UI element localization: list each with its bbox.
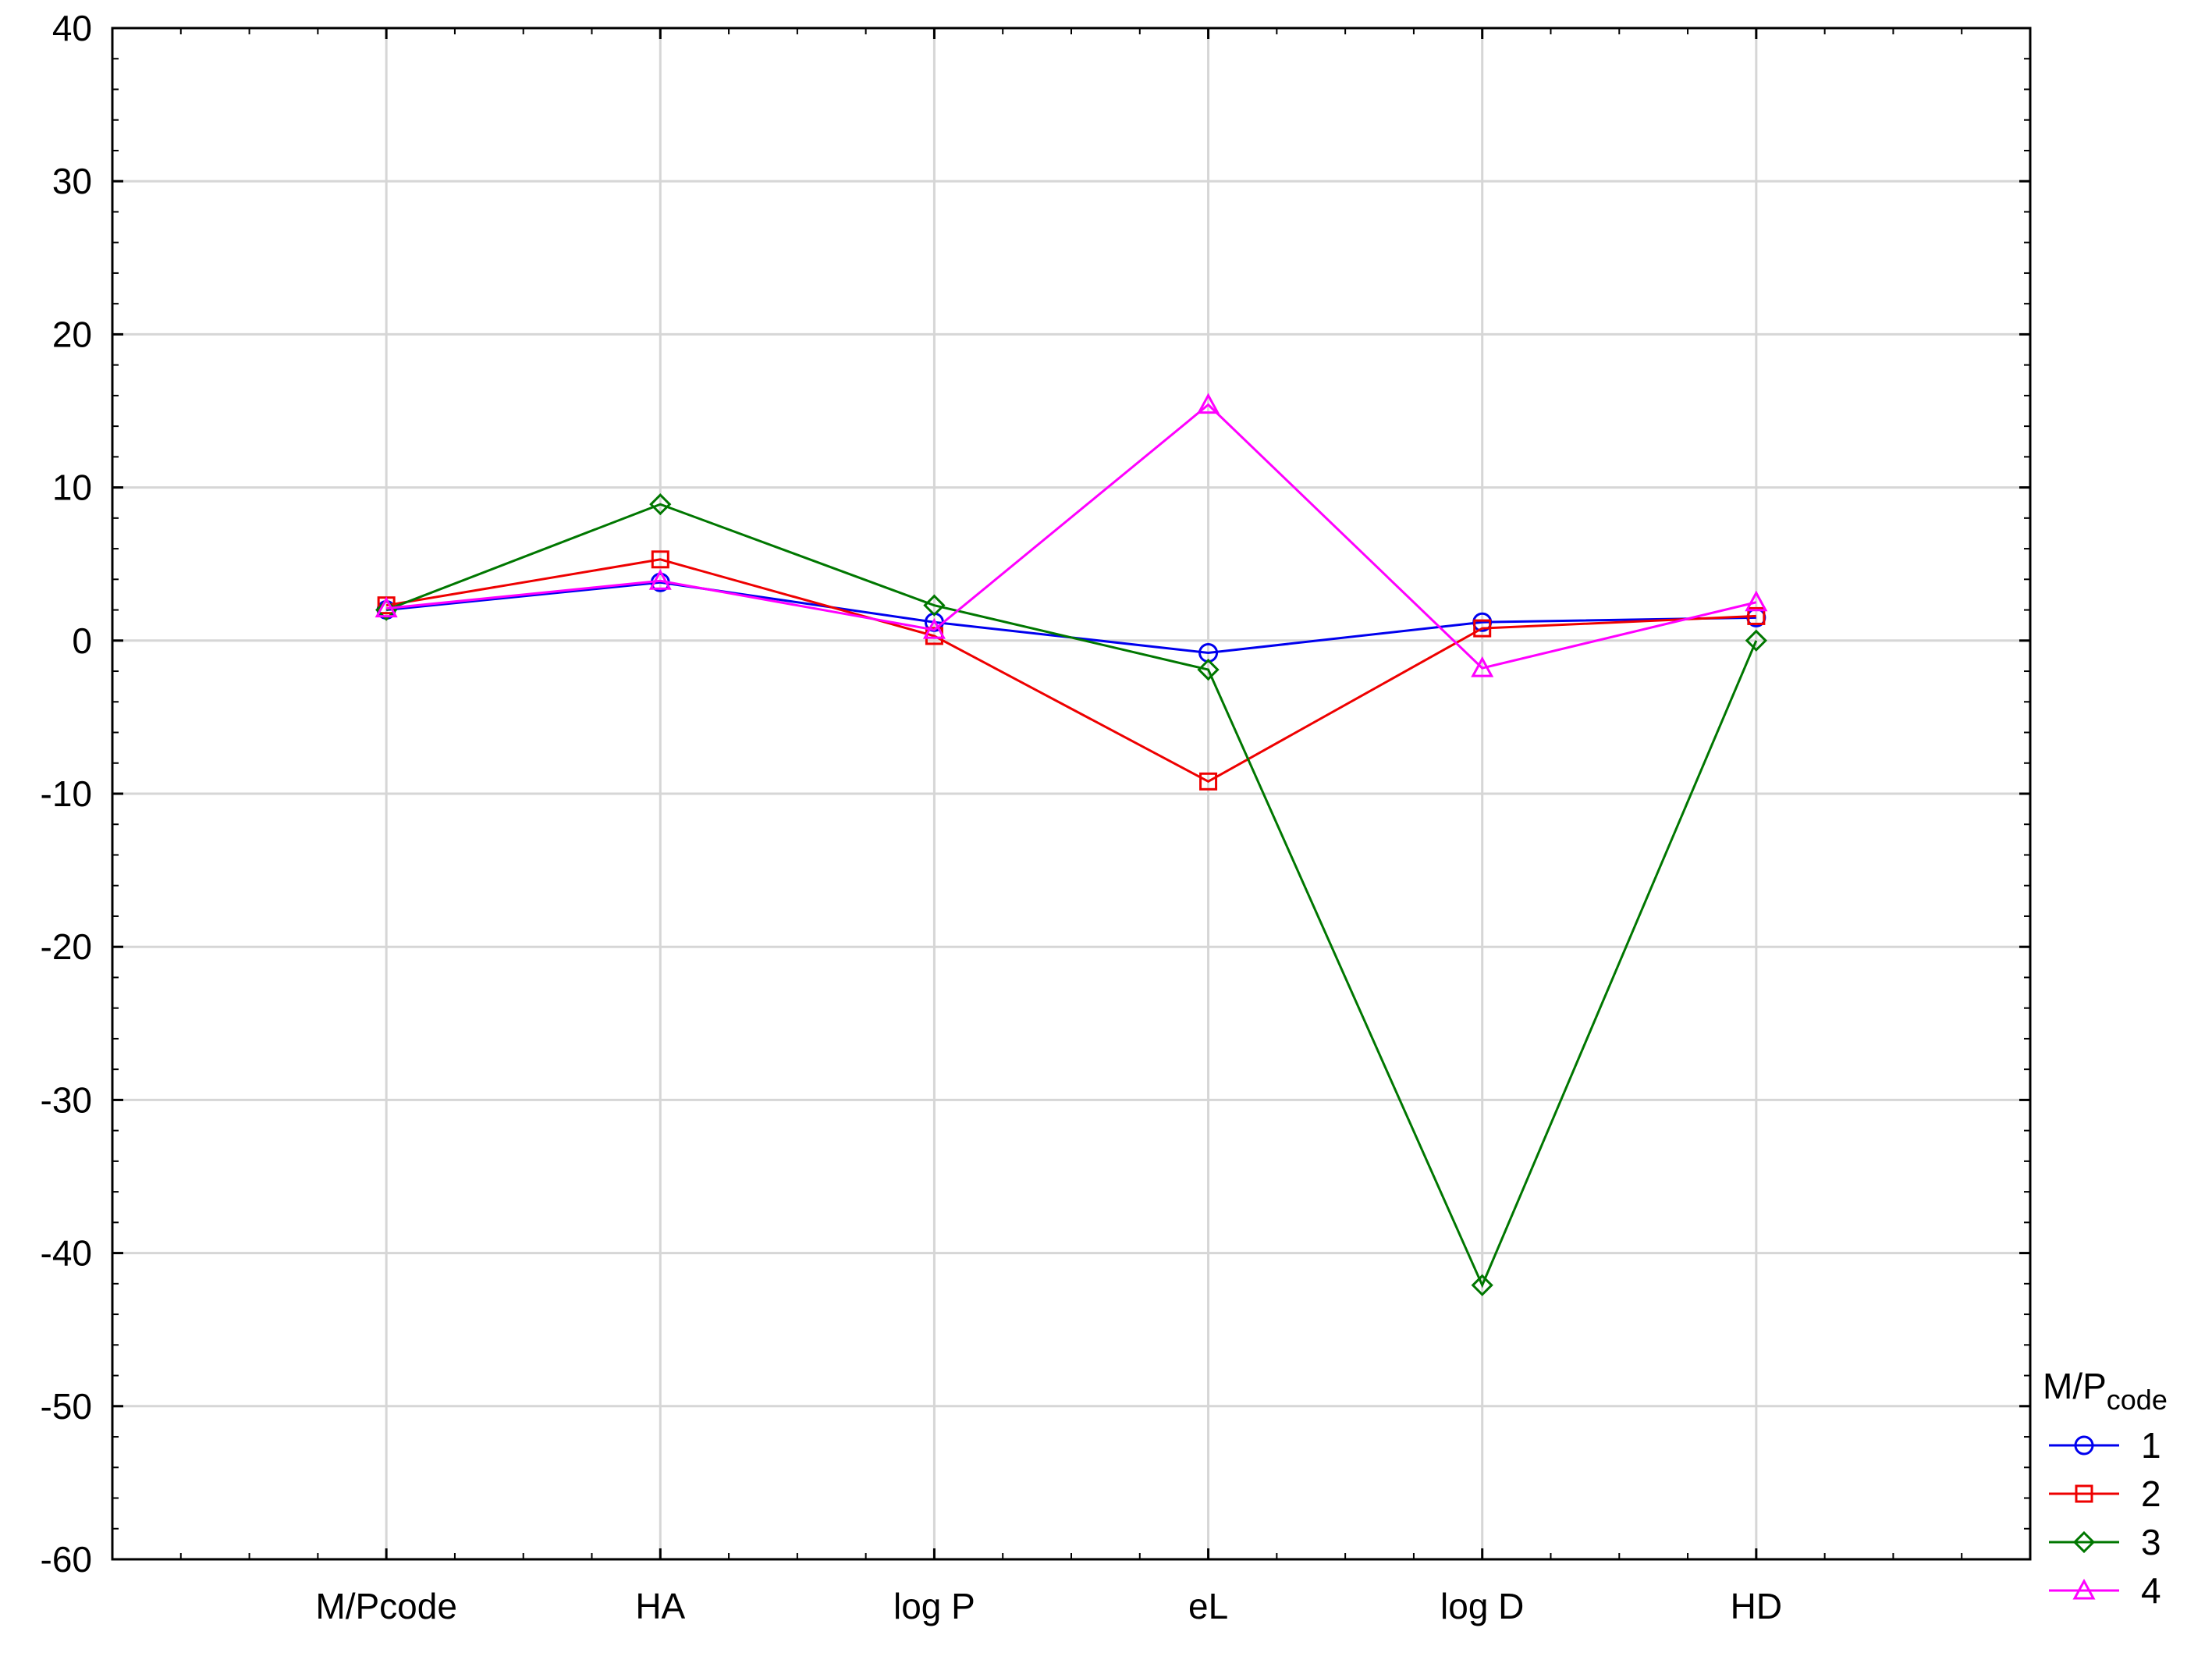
- series-layer: [375, 393, 1768, 1296]
- data-point-marker: [1197, 658, 1220, 681]
- y-tick-label: -10: [41, 773, 92, 814]
- legend-swatch-marker: [2074, 1435, 2094, 1456]
- legend-label: 1: [2141, 1425, 2161, 1466]
- y-tick-label: -20: [41, 926, 92, 967]
- y-tick-label: 10: [52, 467, 92, 508]
- data-point-marker: [651, 550, 669, 569]
- data-point-marker: [1199, 772, 1218, 791]
- y-tick-label: 30: [52, 161, 92, 201]
- data-point-marker: [1473, 619, 1492, 638]
- legend-item: 2: [2049, 1473, 2161, 1514]
- legend-item: 1: [2049, 1425, 2161, 1466]
- legend-item: 3: [2049, 1522, 2161, 1562]
- y-tick-label: 0: [72, 620, 92, 661]
- data-point-marker: [1745, 590, 1768, 612]
- x-tick-labels: M/Pcode HA log P eL log D HD: [315, 1586, 1782, 1626]
- grid-layer: [112, 28, 2030, 1559]
- y-tick-label: -30: [41, 1079, 92, 1120]
- legend-title-main: M/P: [2043, 1366, 2107, 1406]
- legend-title: M/Pcode: [2043, 1366, 2168, 1416]
- y-tick-label: 20: [52, 314, 92, 354]
- legend-item: 4: [2049, 1570, 2161, 1611]
- data-point-marker: [1471, 1274, 1493, 1296]
- legend-label: 4: [2141, 1570, 2161, 1611]
- data-point-marker: [1747, 606, 1766, 625]
- series-3: [375, 493, 1767, 1296]
- x-tick-label: M/Pcode: [315, 1586, 457, 1626]
- y-tick-label: -60: [41, 1539, 92, 1580]
- x-tick-label: HD: [1731, 1586, 1782, 1626]
- series-4: [375, 393, 1768, 677]
- series-2: [377, 550, 1766, 791]
- y-tick-label: -50: [41, 1386, 92, 1427]
- plot-frame: [111, 27, 2032, 1561]
- series-line: [385, 503, 1758, 1288]
- y-tick-labels: 40 30 20 10 0 -10 -20 -30 -40 -50 -60: [41, 8, 92, 1580]
- legend-swatch-marker: [2075, 1484, 2093, 1503]
- x-tick-label: log P: [893, 1586, 975, 1626]
- legend-swatch-marker: [2072, 1530, 2096, 1554]
- series-1: [376, 572, 1766, 663]
- legend-items: 1 2 3 4: [2049, 1425, 2161, 1611]
- x-tick-label: log D: [1440, 1586, 1524, 1626]
- legend: M/Pcode 1 2 3 4: [2043, 1366, 2168, 1611]
- legend-label: 2: [2141, 1473, 2161, 1514]
- data-point-marker: [1471, 656, 1494, 677]
- y-tick-label: -40: [41, 1233, 92, 1274]
- legend-label: 3: [2141, 1522, 2161, 1562]
- data-point-marker: [1197, 393, 1220, 414]
- data-point-marker: [649, 493, 672, 516]
- data-point-marker: [1745, 629, 1767, 652]
- legend-swatch-marker: [2072, 1578, 2096, 1600]
- data-point-marker: [922, 617, 946, 639]
- data-point-marker: [648, 569, 672, 590]
- data-point-marker: [923, 594, 946, 617]
- legend-title-subscript: code: [2107, 1384, 2168, 1416]
- y-tick-label: 40: [52, 8, 92, 48]
- series-line: [385, 581, 1756, 655]
- data-point-marker: [375, 596, 398, 618]
- x-tick-label: eL: [1188, 1586, 1228, 1626]
- series-line: [385, 403, 1757, 670]
- series-line: [385, 558, 1756, 784]
- x-tick-label: HA: [635, 1586, 685, 1626]
